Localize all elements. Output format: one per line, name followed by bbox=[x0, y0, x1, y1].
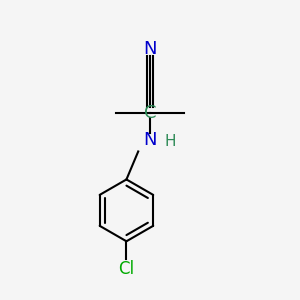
Text: C: C bbox=[144, 104, 156, 122]
Text: N: N bbox=[143, 131, 157, 149]
Text: Cl: Cl bbox=[118, 260, 134, 278]
Text: N: N bbox=[143, 40, 157, 58]
Text: H: H bbox=[165, 134, 176, 149]
